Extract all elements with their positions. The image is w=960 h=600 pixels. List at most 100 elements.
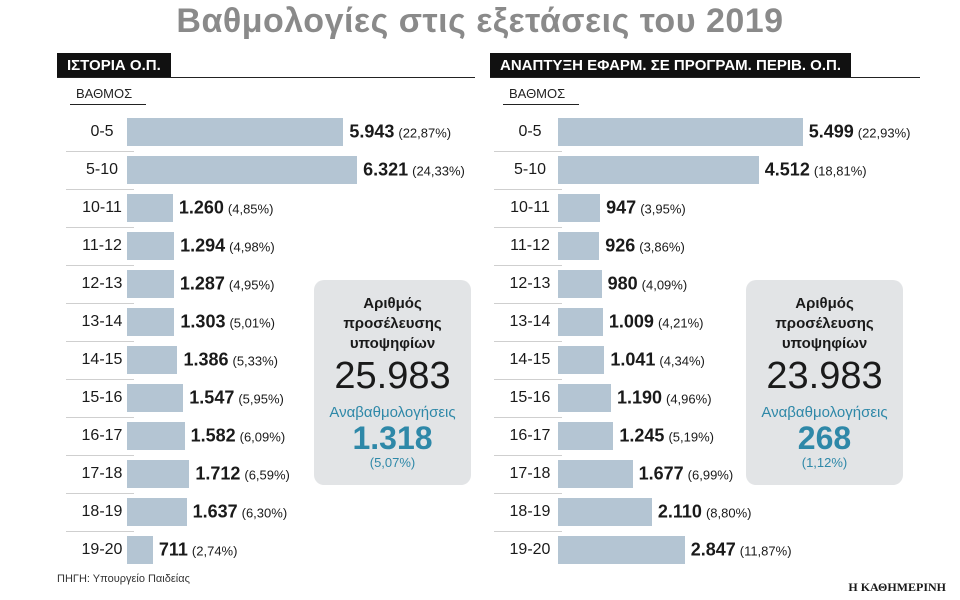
value-label: 1.287 (4,95%) bbox=[180, 274, 275, 295]
attendance-label: Αριθμός προσέλευσης υποψηφίων bbox=[775, 295, 874, 352]
rerate-percent: (5,07%) bbox=[369, 455, 416, 470]
value-percent: (6,30%) bbox=[241, 505, 288, 521]
row-separator bbox=[494, 151, 562, 152]
bar bbox=[127, 422, 185, 450]
panel-title: ΑΝΑΠΤΥΞΗ ΕΦΑΡΜ. ΣΕ ΠΡΟΓΡΑΜ. ΠΕΡΙΒ. Ο.Π. bbox=[490, 53, 851, 78]
category-label: 10-11 bbox=[82, 199, 122, 216]
category-label: 0-5 bbox=[90, 123, 114, 140]
attendance-total: 25.983 bbox=[334, 355, 451, 397]
bar bbox=[558, 232, 600, 260]
value-percent: (5,95%) bbox=[238, 391, 284, 407]
value-number: 1.582 bbox=[190, 425, 236, 446]
value-number: 980 bbox=[607, 273, 638, 294]
category-label: 11-12 bbox=[82, 237, 122, 254]
value-number: 1.245 bbox=[619, 425, 665, 446]
row-separator bbox=[66, 151, 134, 152]
category-label: 14-15 bbox=[81, 351, 123, 368]
value-number: 926 bbox=[605, 235, 636, 256]
value-percent: (18,81%) bbox=[813, 163, 867, 179]
value-label: 1.190 (4,96%) bbox=[617, 388, 712, 409]
attendance-total: 23.983 bbox=[766, 355, 883, 397]
value-number: 1.190 bbox=[616, 387, 662, 408]
value-label: 926 (3,86%) bbox=[605, 236, 685, 257]
category-label: 18-19 bbox=[81, 503, 123, 520]
category-label: 19-20 bbox=[509, 541, 551, 558]
row-separator bbox=[66, 493, 134, 494]
row-separator bbox=[66, 227, 134, 228]
row-separator bbox=[494, 303, 562, 304]
category-label: 12-13 bbox=[81, 275, 123, 292]
bar bbox=[558, 536, 685, 564]
chart-title: Βαθμολογίες στις εξετάσεις του 2019 bbox=[176, 2, 784, 40]
row-separator bbox=[494, 265, 562, 266]
row-separator bbox=[66, 189, 134, 190]
category-label: 13-14 bbox=[81, 313, 123, 330]
info-box: Αριθμός προσέλευσης υποψηφίων 23.983 Αναβα… bbox=[746, 280, 903, 485]
row-separator bbox=[66, 303, 134, 304]
attendance-label: Αριθμός προσέλευσης υποψηφίων bbox=[343, 295, 442, 352]
category-label: 13-14 bbox=[509, 313, 551, 330]
value-number: 5.943 bbox=[349, 121, 395, 142]
category-label: 15-16 bbox=[81, 389, 123, 406]
category-label: 15-16 bbox=[509, 389, 551, 406]
rerate-percent: (1,12%) bbox=[801, 455, 848, 470]
value-percent: (5,01%) bbox=[229, 315, 275, 331]
category-label: 5-10 bbox=[85, 161, 119, 178]
value-label: 4.512 (18,81%) bbox=[765, 160, 867, 181]
value-percent: (2,74%) bbox=[191, 543, 238, 559]
row-separator bbox=[66, 455, 134, 456]
value-label: 1.712 (6,59%) bbox=[195, 464, 290, 485]
value-label: 1.245 (5,19%) bbox=[619, 426, 714, 447]
row-separator bbox=[494, 531, 562, 532]
row-separator bbox=[494, 493, 562, 494]
value-label: 1.294 (4,98%) bbox=[180, 236, 275, 257]
value-label: 1.041 (4,34%) bbox=[610, 350, 705, 371]
category-label: 19-20 bbox=[81, 541, 123, 558]
value-percent: (6,59%) bbox=[244, 467, 290, 483]
value-number: 1.294 bbox=[180, 235, 226, 256]
category-label: 5-10 bbox=[513, 161, 547, 178]
category-label: 16-17 bbox=[81, 427, 123, 444]
value-percent: (3,86%) bbox=[639, 239, 685, 255]
value-label: 980 (4,09%) bbox=[608, 274, 688, 295]
value-label: 947 (3,95%) bbox=[606, 198, 686, 219]
row-separator bbox=[66, 417, 134, 418]
rerate-value: 268 bbox=[797, 420, 852, 456]
row-separator bbox=[494, 417, 562, 418]
bar bbox=[558, 308, 603, 336]
value-percent: (4,96%) bbox=[666, 391, 712, 407]
value-number: 2.847 bbox=[690, 539, 736, 560]
row-separator bbox=[494, 455, 562, 456]
value-percent: (6,09%) bbox=[239, 429, 286, 445]
bar bbox=[127, 118, 344, 146]
value-number: 4.512 bbox=[764, 159, 810, 180]
bar bbox=[127, 498, 187, 526]
value-label: 2.847 (11,87%) bbox=[691, 540, 792, 561]
row-separator bbox=[494, 189, 562, 190]
publisher-logo: Η ΚΑΘΗΜΕΡΙΝΗ bbox=[848, 580, 946, 594]
value-number: 711 bbox=[158, 539, 188, 560]
value-number: 1.041 bbox=[610, 349, 656, 370]
category-label: 11-12 bbox=[510, 237, 550, 254]
value-number: 1.547 bbox=[189, 387, 235, 408]
bar bbox=[127, 460, 190, 488]
bar bbox=[127, 156, 358, 184]
rerate-value: 1.318 bbox=[352, 420, 433, 456]
value-number: 1.260 bbox=[178, 197, 224, 218]
bar bbox=[558, 498, 652, 526]
value-percent: (22,87%) bbox=[398, 125, 452, 141]
bar bbox=[127, 270, 174, 298]
rerate-label: Αναβαθμολογήσεις bbox=[329, 404, 456, 421]
value-percent: (24,33%) bbox=[412, 163, 465, 179]
category-label: 18-19 bbox=[509, 503, 551, 520]
value-percent: (4,98%) bbox=[229, 239, 275, 255]
value-number: 1.009 bbox=[608, 311, 654, 332]
category-label: 14-15 bbox=[509, 351, 551, 368]
value-number: 5.499 bbox=[808, 121, 854, 142]
value-label: 6.321 (24,33%) bbox=[363, 160, 465, 181]
value-number: 947 bbox=[606, 197, 637, 218]
value-label: 1.386 (5,33%) bbox=[183, 350, 278, 371]
value-percent: (8,80%) bbox=[705, 505, 752, 521]
value-label: 5.499 (22,93%) bbox=[809, 122, 911, 143]
bar bbox=[558, 270, 602, 298]
